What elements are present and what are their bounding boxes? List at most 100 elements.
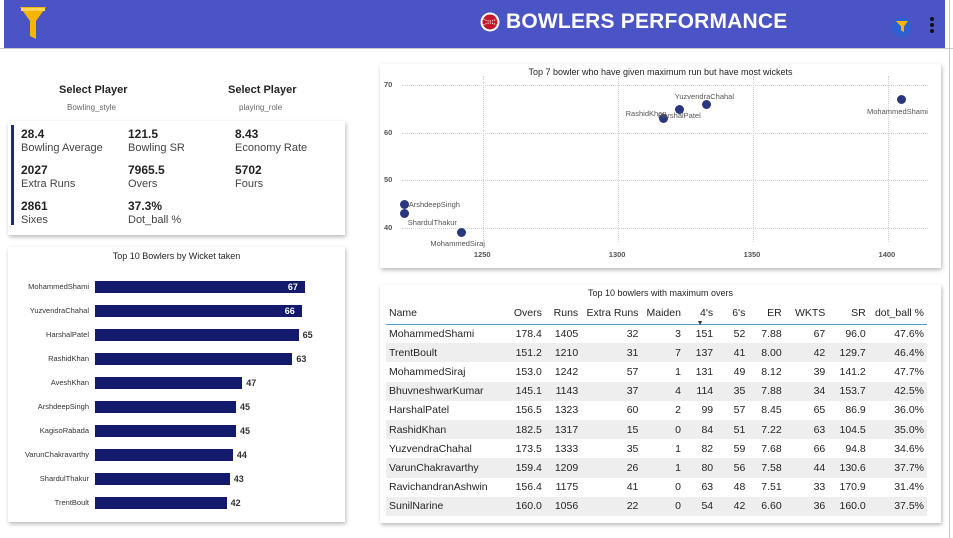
bar[interactable]	[95, 449, 233, 461]
table-cell: 2	[675, 404, 681, 417]
table-row[interactable]: HarshalPatel 156.5 1323 60 2 99 57 8.45 65 86.9 36…	[386, 401, 927, 420]
kpi-value: 28.4	[21, 127, 45, 141]
y-tick-label: 50	[384, 175, 393, 185]
table-cell: 1242	[554, 365, 579, 378]
bar-data-label: 44	[236, 449, 247, 460]
table-cell: 156.4	[515, 481, 542, 494]
kpi-extra-runs: 2027 Extra Runs	[21, 163, 75, 191]
col-header[interactable]: Overs	[513, 307, 542, 320]
table-cell: 0	[675, 500, 681, 513]
kpi-label: Bowling Average	[21, 142, 103, 154]
table-cell: 8.00	[761, 346, 782, 359]
table-cell: 34	[813, 385, 826, 398]
table-cell: 1323	[554, 404, 579, 417]
col-header[interactable]: Runs	[553, 307, 579, 320]
table-row[interactable]: SunilNarine 160.0 1056 22 0 54 42 6.60 36 160.0 37…	[386, 496, 927, 516]
col-header[interactable]: Extra Runs	[586, 307, 639, 320]
slicer-field: playing_role	[239, 103, 283, 112]
overs-table-card[interactable]: Top 10 bowlers with maximum overs Name O…	[380, 285, 941, 523]
bar[interactable]	[95, 377, 243, 389]
table-row[interactable]: YuzvendraChahal 173.5 1333 35 1 82 59 7.68 66 94.…	[386, 439, 927, 458]
table-cell: 160.0	[515, 500, 542, 513]
scatter-point[interactable]	[675, 104, 685, 114]
bar-category-label: ArshdeepSingh	[37, 402, 89, 411]
runs-wickets-scatter-chart[interactable]: Top 7 bowler who have given maximum run …	[380, 64, 941, 268]
table-cell: 84	[701, 423, 714, 436]
bar[interactable]	[95, 329, 299, 341]
scatter-point[interactable]	[659, 114, 669, 124]
col-header[interactable]: SR	[851, 307, 866, 320]
col-header[interactable]: Name	[389, 307, 418, 320]
table-title: Top 10 bowlers with maximum overs	[587, 288, 734, 298]
kpi-dot-ball: 37.3% Dot_ball %	[128, 199, 181, 227]
filter-pane-icon[interactable]	[891, 15, 915, 39]
kpi-label: Overs	[128, 178, 158, 190]
chart-title: Top 10 Bowlers by Wicket taken	[112, 251, 241, 261]
kpi-economy-rate: 8.43 Economy Rate	[235, 127, 307, 155]
scatter-point[interactable]	[702, 99, 712, 109]
table-cell: 7.88	[761, 327, 782, 340]
table-cell: 49	[733, 365, 746, 378]
col-header[interactable]: Maiden	[646, 307, 681, 320]
scatter-point-label: ArshdeepSingh	[408, 200, 460, 210]
scatter-point[interactable]	[896, 95, 906, 105]
overs-table[interactable]: Name Overs Runs Extra Runs Maiden 4's ▼ 6…	[386, 303, 927, 516]
table-row[interactable]: VarunChakravarthy 159.4 1209 26 1 80 56 7.58 44 1…	[386, 458, 927, 478]
kpi-overs: 7965.5 Overs	[128, 163, 165, 191]
more-options-icon[interactable]	[928, 16, 936, 34]
bar-category-label: TrentBoult	[54, 498, 89, 507]
bar-category-label: KagisoRabada	[39, 426, 89, 435]
gridline-vertical	[482, 76, 484, 242]
table-cell: 1	[675, 365, 681, 378]
cricket-ball-icon	[480, 12, 500, 32]
table-cell: 35	[733, 385, 746, 398]
bar[interactable]	[95, 281, 305, 293]
table-row[interactable]: BhuvneshwarKumar 145.1 1143 37 4 114 35 7.88 34 1…	[386, 381, 927, 401]
table-cell: 35.0%	[894, 423, 924, 436]
table-row[interactable]: RashidKhan 182.5 1317 15 0 84 51 7.22 63 104.5 35.…	[386, 419, 927, 440]
table-cell: 37.5%	[894, 500, 924, 513]
col-header[interactable]: dot_ball %	[874, 307, 924, 320]
bar-category-label: RashidKhan	[48, 354, 89, 363]
kpi-accent-bar	[11, 125, 14, 225]
table-row[interactable]: TrentBoult 151.2 1210 31 7 137 41 8.00 42 129.7 46…	[386, 343, 927, 363]
bar[interactable]	[95, 425, 236, 437]
bar[interactable]	[95, 353, 293, 365]
col-header[interactable]: ER	[767, 307, 782, 320]
col-header[interactable]: 6's	[732, 307, 746, 320]
gridline-horizontal	[402, 132, 928, 134]
table-cell: 37	[626, 385, 639, 398]
table-cell: 67	[813, 327, 826, 340]
kpi-value: 2027	[21, 163, 48, 177]
table-cell: 151.2	[515, 346, 542, 359]
bar[interactable]	[95, 305, 302, 317]
bar-category-label: ShardulThakur	[39, 474, 89, 483]
table-cell: 57	[626, 365, 639, 378]
scatter-point[interactable]	[400, 209, 410, 219]
bar[interactable]	[95, 497, 227, 509]
gridline-horizontal	[402, 180, 928, 182]
table-row[interactable]: MohammedShami 178.4 1405 32 3 151 52 7.88 67 96.0…	[386, 324, 927, 343]
scatter-point[interactable]	[456, 228, 466, 237]
table-cell: 129.7	[839, 346, 866, 359]
table-cell: 80	[701, 461, 714, 474]
table-cell: 47.7%	[894, 365, 924, 378]
col-header-sorted[interactable]: 4's ▼	[684, 303, 716, 326]
table-cell: YuzvendraChahal	[389, 442, 472, 455]
kpi-label: Economy Rate	[235, 142, 308, 154]
scatter-point[interactable]	[400, 199, 410, 209]
header-divider	[0, 48, 953, 49]
bar[interactable]	[95, 473, 230, 485]
wickets-bar-chart[interactable]: Top 10 Bowlers by Wicket taken MohammedS…	[8, 247, 345, 522]
col-header[interactable]: WKTS	[794, 307, 826, 320]
table-cell: 131	[695, 365, 714, 378]
table-cell: 153.7	[839, 385, 866, 398]
table-row[interactable]: RavichandranAshwin 156.4 1175 41 0 63 48 7.51 33…	[386, 478, 927, 497]
table-cell: 130.6	[839, 461, 866, 474]
table-cell: 114	[696, 385, 714, 398]
gridline-vertical	[752, 76, 754, 242]
table-cell: 31	[626, 346, 639, 359]
bar[interactable]	[95, 401, 236, 413]
table-row[interactable]: MohammedSiraj 153.0 1242 57 1 131 49 8.12 39 141.…	[386, 362, 927, 381]
table-cell: 56	[733, 461, 746, 474]
